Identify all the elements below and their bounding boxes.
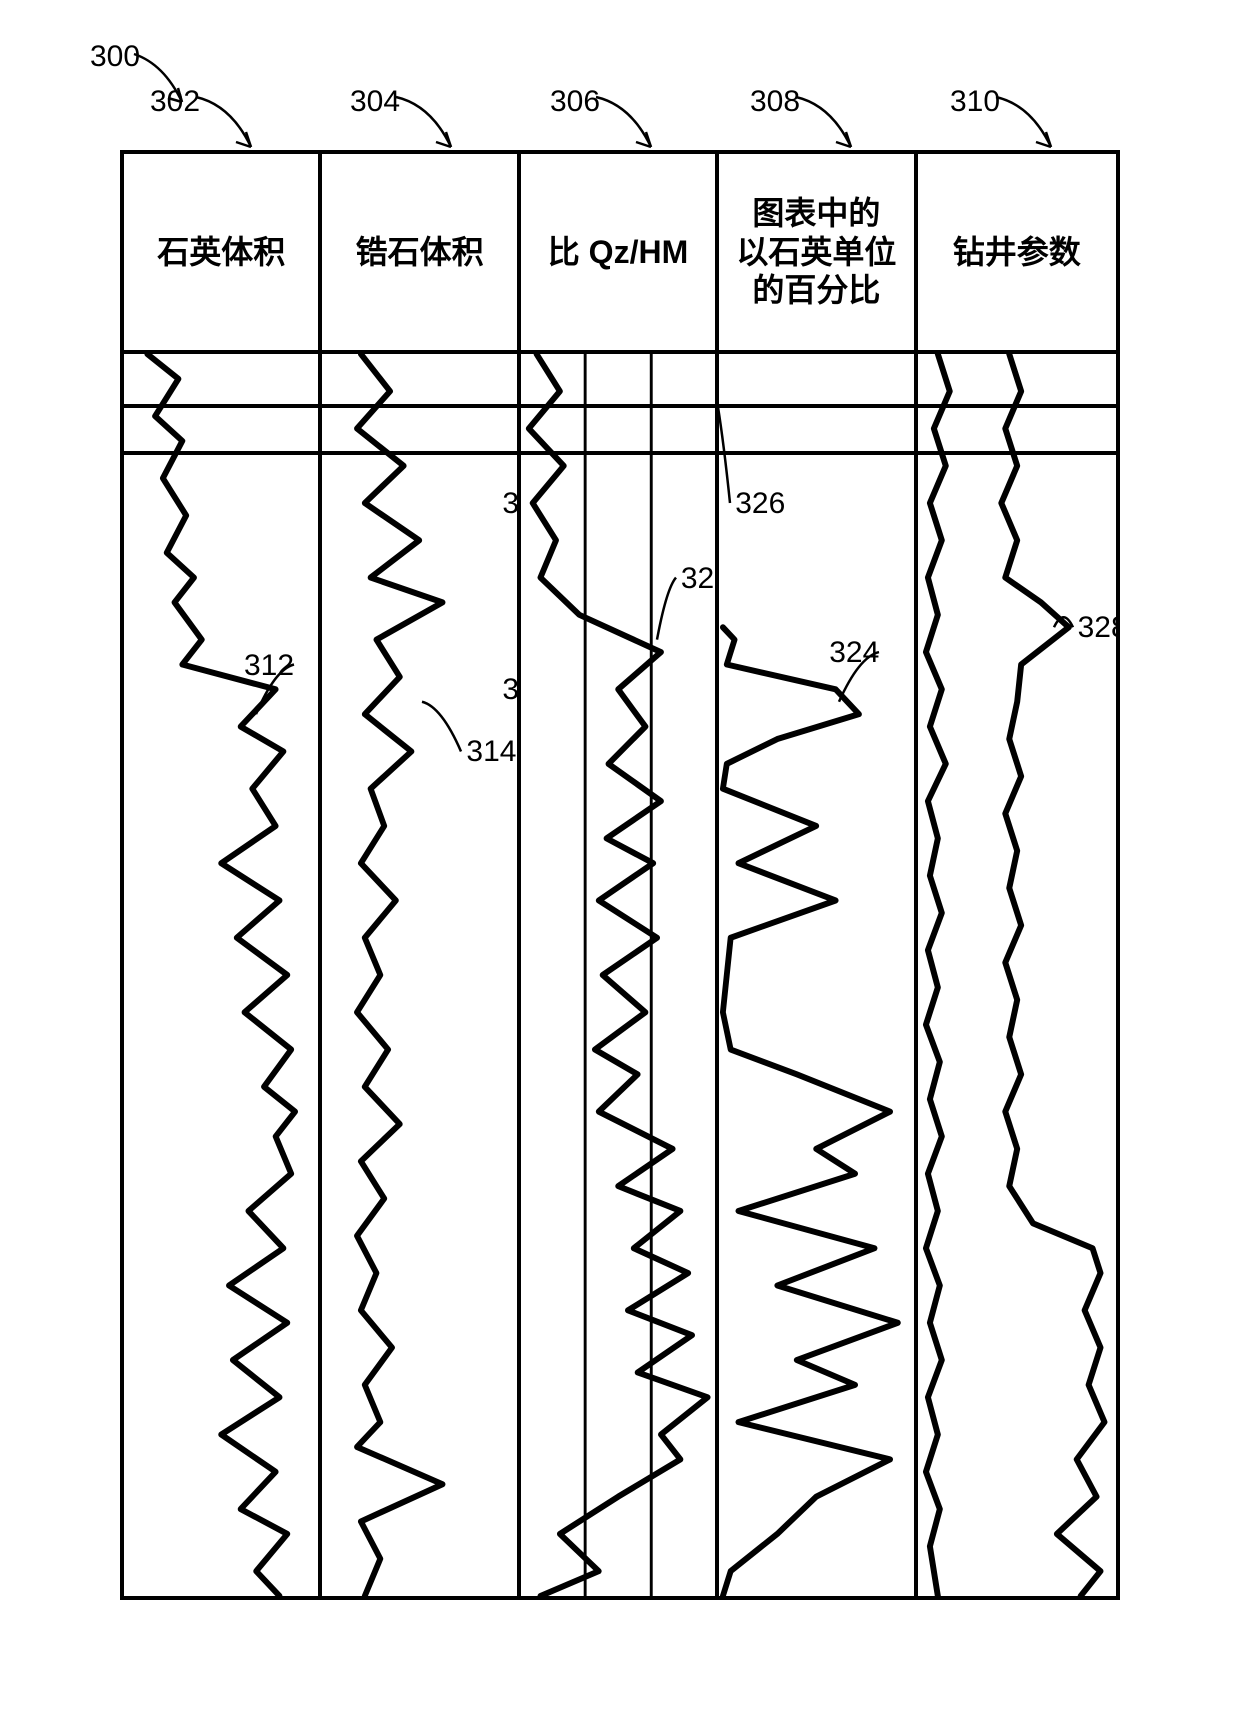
track-quartz_vol: 石英体积312: [124, 154, 322, 1596]
track-drilling_params: 钻井参数328: [918, 154, 1116, 1596]
track-header-zircon_vol: 锆石体积: [322, 154, 516, 354]
track-body-zircon_vol: 314316318: [322, 354, 516, 1596]
track-ref-text-306: 306: [550, 85, 600, 118]
track-body-ratio: 322: [521, 354, 715, 1596]
track-zircon_vol: 锆石体积314316318: [322, 154, 520, 1596]
track-ref-308: 308: [750, 85, 800, 119]
track-body-quartz_vol: 312: [124, 354, 318, 1596]
track-header-quartz_vol: 石英体积: [124, 154, 318, 354]
track-ref-304: 304: [350, 85, 400, 119]
track-ref-text-304: 304: [350, 85, 400, 118]
track-header-drilling_params: 钻井参数: [918, 154, 1116, 354]
track-header-ratio: 比 Qz/HM: [521, 154, 715, 354]
track-body-drilling_params: 328: [918, 354, 1116, 1596]
track-ref-text-308: 308: [750, 85, 800, 118]
track-ref-text-310: 310: [950, 85, 1000, 118]
leader-318: [322, 354, 516, 1596]
track-ref-310: 310: [950, 85, 1000, 119]
track-ratio: 比 Qz/HM322: [521, 154, 719, 1596]
log-tracks-container: 石英体积312锆石体积314316318比 Qz/HM322图表中的以石英单位的…: [120, 150, 1120, 1600]
leader-312: [124, 354, 318, 1596]
leader-328: [918, 354, 1116, 1596]
track-header-quartz_pct: 图表中的以石英单位的百分比: [719, 154, 913, 354]
track-quartz_pct: 图表中的以石英单位的百分比324326: [719, 154, 917, 1596]
track-body-quartz_pct: 324326: [719, 354, 913, 1596]
track-ref-text-302: 302: [150, 85, 200, 118]
track-ref-302: 302: [150, 85, 200, 119]
leader-322: [521, 354, 715, 1596]
leader-326: [719, 354, 913, 1596]
fig-ref-300-text: 300: [90, 40, 140, 73]
track-ref-306: 306: [550, 85, 600, 119]
fig-ref-300: 300: [90, 40, 140, 74]
